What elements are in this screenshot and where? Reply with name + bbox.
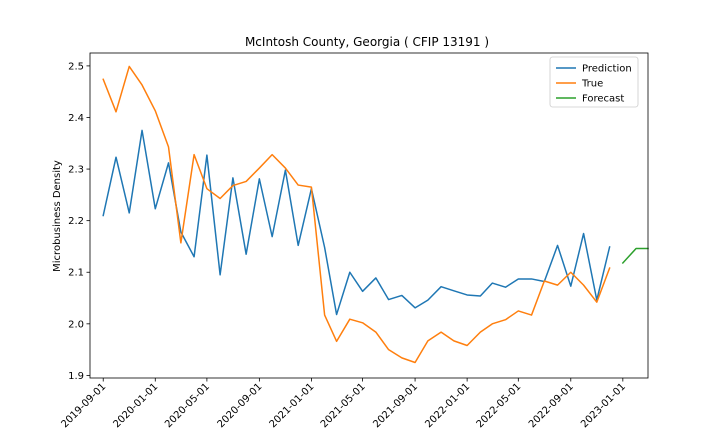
legend-label-prediction: Prediction (582, 64, 632, 75)
legend: Prediction True Forecast (549, 56, 639, 108)
series-line-prediction (102, 129, 611, 316)
series-line-forecast (621, 247, 649, 265)
y-tick-label: 2.2 (68, 216, 84, 227)
chart-title: McIntosh County, Georgia ( CFIP 13191 ) (245, 35, 489, 49)
y-tick-label: 2.3 (68, 165, 84, 176)
y-axis-label: Microbusiness Density (52, 160, 63, 272)
y-tick-label: 2.5 (68, 61, 84, 72)
y-tick-label: 1.9 (68, 371, 84, 382)
axes-frame (89, 52, 649, 379)
series-line-true (102, 65, 611, 364)
legend-label-forecast: Forecast (582, 94, 624, 105)
legend-label-true: True (581, 79, 603, 90)
y-tick-label: 2.1 (68, 268, 84, 279)
legend-box (549, 56, 639, 108)
y-tick-label: 2.0 (68, 319, 84, 330)
y-tick-label: 2.4 (68, 113, 84, 124)
